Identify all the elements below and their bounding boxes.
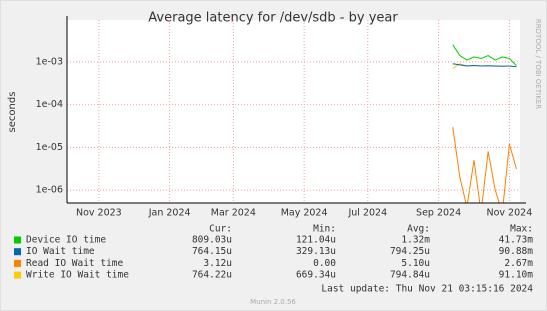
legend-entry: Device IO time	[26, 235, 106, 246]
legend-entry: IO Wait time	[26, 246, 95, 257]
legend-stat: 5.10u	[401, 258, 430, 269]
chart-title: Average latency for /dev/sdb - by year	[148, 11, 398, 26]
legend-stat: 794.25u	[390, 246, 430, 257]
y-axis-label: seconds	[7, 92, 18, 133]
legend-entry: Write IO Wait time	[26, 270, 129, 281]
x-tick-label: Mar 2024	[211, 208, 256, 219]
legend-swatch	[14, 271, 21, 279]
legend-entry: Read IO Wait time	[26, 258, 124, 269]
legend-stat: 41.73m	[499, 235, 534, 246]
series-line	[452, 63, 517, 68]
watermark: RRDTOOL / TOBI OETIKER	[534, 19, 542, 109]
legend-stat: 121.04u	[296, 235, 336, 246]
series-line	[452, 44, 517, 67]
legend-stat: 809.03u	[192, 235, 232, 246]
x-tick-label: Sep 2024	[416, 208, 461, 219]
legend-stat: 3.12u	[203, 258, 232, 269]
legend-swatch	[14, 248, 21, 256]
legend-stat: 0.00	[313, 258, 336, 269]
legend-column-header: Cur:	[209, 224, 232, 235]
plot-area	[67, 20, 520, 203]
y-tick-label: 1e-03	[36, 56, 63, 67]
last-update: Last update: Thu Nov 21 03:15:16 2024	[321, 284, 533, 295]
footer: Munin 2.0.56	[250, 298, 296, 306]
legend-swatch	[14, 259, 21, 267]
legend-stat: 794.84u	[390, 270, 430, 281]
legend-column-header: Max:	[510, 224, 533, 235]
x-tick-label: Nov 2024	[487, 208, 533, 219]
series-line	[452, 126, 517, 203]
legend-column-header: Min:	[313, 224, 336, 235]
x-tick-label: Jul 2024	[347, 208, 387, 219]
legend-swatch	[14, 236, 21, 244]
legend-stat: 90.88m	[499, 246, 534, 257]
x-tick-label: Nov 2023	[76, 208, 122, 219]
y-tick-label: 1e-05	[36, 142, 63, 153]
legend-stat: 2.67m	[504, 258, 533, 269]
y-tick-label: 1e-04	[36, 99, 63, 110]
x-tick-label: May 2024	[281, 208, 328, 219]
legend-column-header: Avg:	[407, 224, 430, 235]
plot-marks	[452, 44, 517, 203]
legend-stat: 91.10m	[499, 270, 534, 281]
legend-stat: 764.22u	[192, 270, 232, 281]
legend-stat: 669.34u	[296, 270, 336, 281]
legend-stat: 329.13u	[296, 246, 336, 257]
legend-stat: 1.32m	[401, 235, 430, 246]
y-tick-label: 1e-06	[36, 185, 63, 196]
legend-stat: 764.15u	[192, 246, 232, 257]
x-tick-label: Jan 2024	[148, 208, 191, 219]
